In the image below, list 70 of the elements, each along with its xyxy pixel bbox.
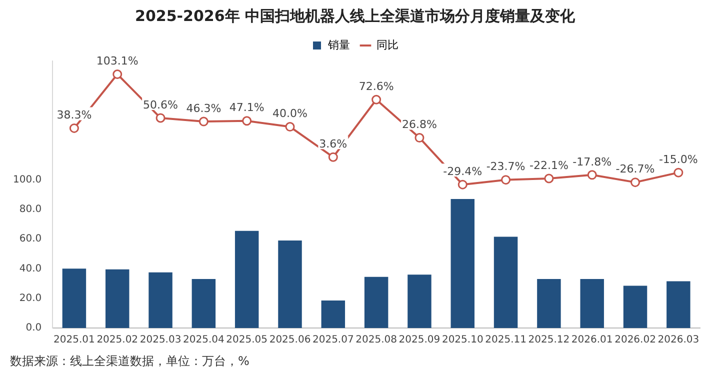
data-label: 47.1% (229, 101, 264, 114)
data-label: 40.0% (272, 107, 308, 120)
data-label: 50.6% (143, 98, 178, 112)
point (112, 69, 122, 79)
x-tick-label: 2025.10 (442, 334, 484, 346)
bar (192, 279, 216, 328)
data-label: 103.1% (96, 54, 138, 68)
point (372, 94, 382, 104)
bar (234, 230, 259, 328)
data-label: -17.8% (572, 155, 612, 168)
point (587, 170, 597, 180)
x-tick-label: 2025.06 (269, 334, 311, 346)
point (630, 178, 640, 188)
x-tick-label: 2025.01 (54, 334, 95, 346)
point (458, 180, 468, 190)
x-tick-label: 2025.08 (356, 334, 397, 346)
point (501, 175, 511, 185)
legend-label: 同比 (376, 38, 398, 52)
x-tick-label: 2025.07 (312, 334, 354, 346)
point (242, 116, 252, 126)
data-label: -23.7% (486, 160, 526, 174)
point (285, 122, 295, 132)
data-label: 38.3% (56, 108, 92, 122)
bar (623, 286, 648, 328)
x-tick-label: 2025.12 (528, 334, 570, 346)
point (674, 168, 684, 178)
data-label: -15.0% (658, 152, 698, 166)
x-tick-label: 2026.02 (614, 334, 656, 346)
bar (537, 279, 561, 328)
source-note: 数据来源：线上全渠道数据，单位：万台，% (9, 353, 250, 370)
point (328, 152, 338, 162)
point (544, 174, 554, 184)
data-label: 26.8% (402, 118, 437, 132)
x-tick-label: 2026.01 (571, 334, 613, 346)
x-tick-label: 2025.04 (183, 334, 224, 346)
bar (580, 279, 604, 328)
bar (666, 281, 690, 328)
bar (105, 269, 130, 328)
x-tick-label: 2025.09 (398, 334, 440, 346)
chart-title: 2025-2026年 中国扫地机器人线上全渠道市场分月度销量及变化 (135, 6, 576, 25)
data-label: 72.6% (358, 80, 394, 93)
x-tick-label: 2025.02 (96, 334, 138, 346)
bar (450, 198, 474, 328)
x-tick-label: 2025.11 (485, 334, 526, 346)
point (414, 133, 424, 143)
data-label: 3.6% (319, 137, 348, 150)
bar (62, 268, 86, 328)
data-label: -29.4% (443, 164, 482, 178)
point (156, 113, 166, 123)
bar (278, 240, 302, 328)
y-tick-label: 40.0 (19, 263, 42, 274)
bar (321, 300, 346, 328)
point (198, 116, 208, 126)
data-label: -22.1% (529, 158, 568, 172)
bar (364, 276, 388, 328)
y-tick-label: 0.0 (26, 322, 42, 334)
x-tick-label: 2025.03 (140, 334, 182, 346)
legend-label: 销量 (327, 38, 350, 52)
point (69, 123, 79, 133)
bar (408, 274, 432, 328)
y-tick-label: 60.0 (19, 234, 42, 245)
data-label: 46.3% (186, 102, 222, 115)
bar (148, 272, 172, 328)
x-tick-label: 2025.05 (226, 334, 268, 346)
y-tick-label: 100.0 (12, 174, 42, 186)
y-tick-label: 80.0 (19, 204, 42, 215)
y-tick-label: 20.0 (19, 292, 42, 304)
x-tick-label: 2026.03 (658, 334, 700, 346)
data-label: -26.7% (616, 162, 655, 176)
bar (494, 236, 518, 328)
